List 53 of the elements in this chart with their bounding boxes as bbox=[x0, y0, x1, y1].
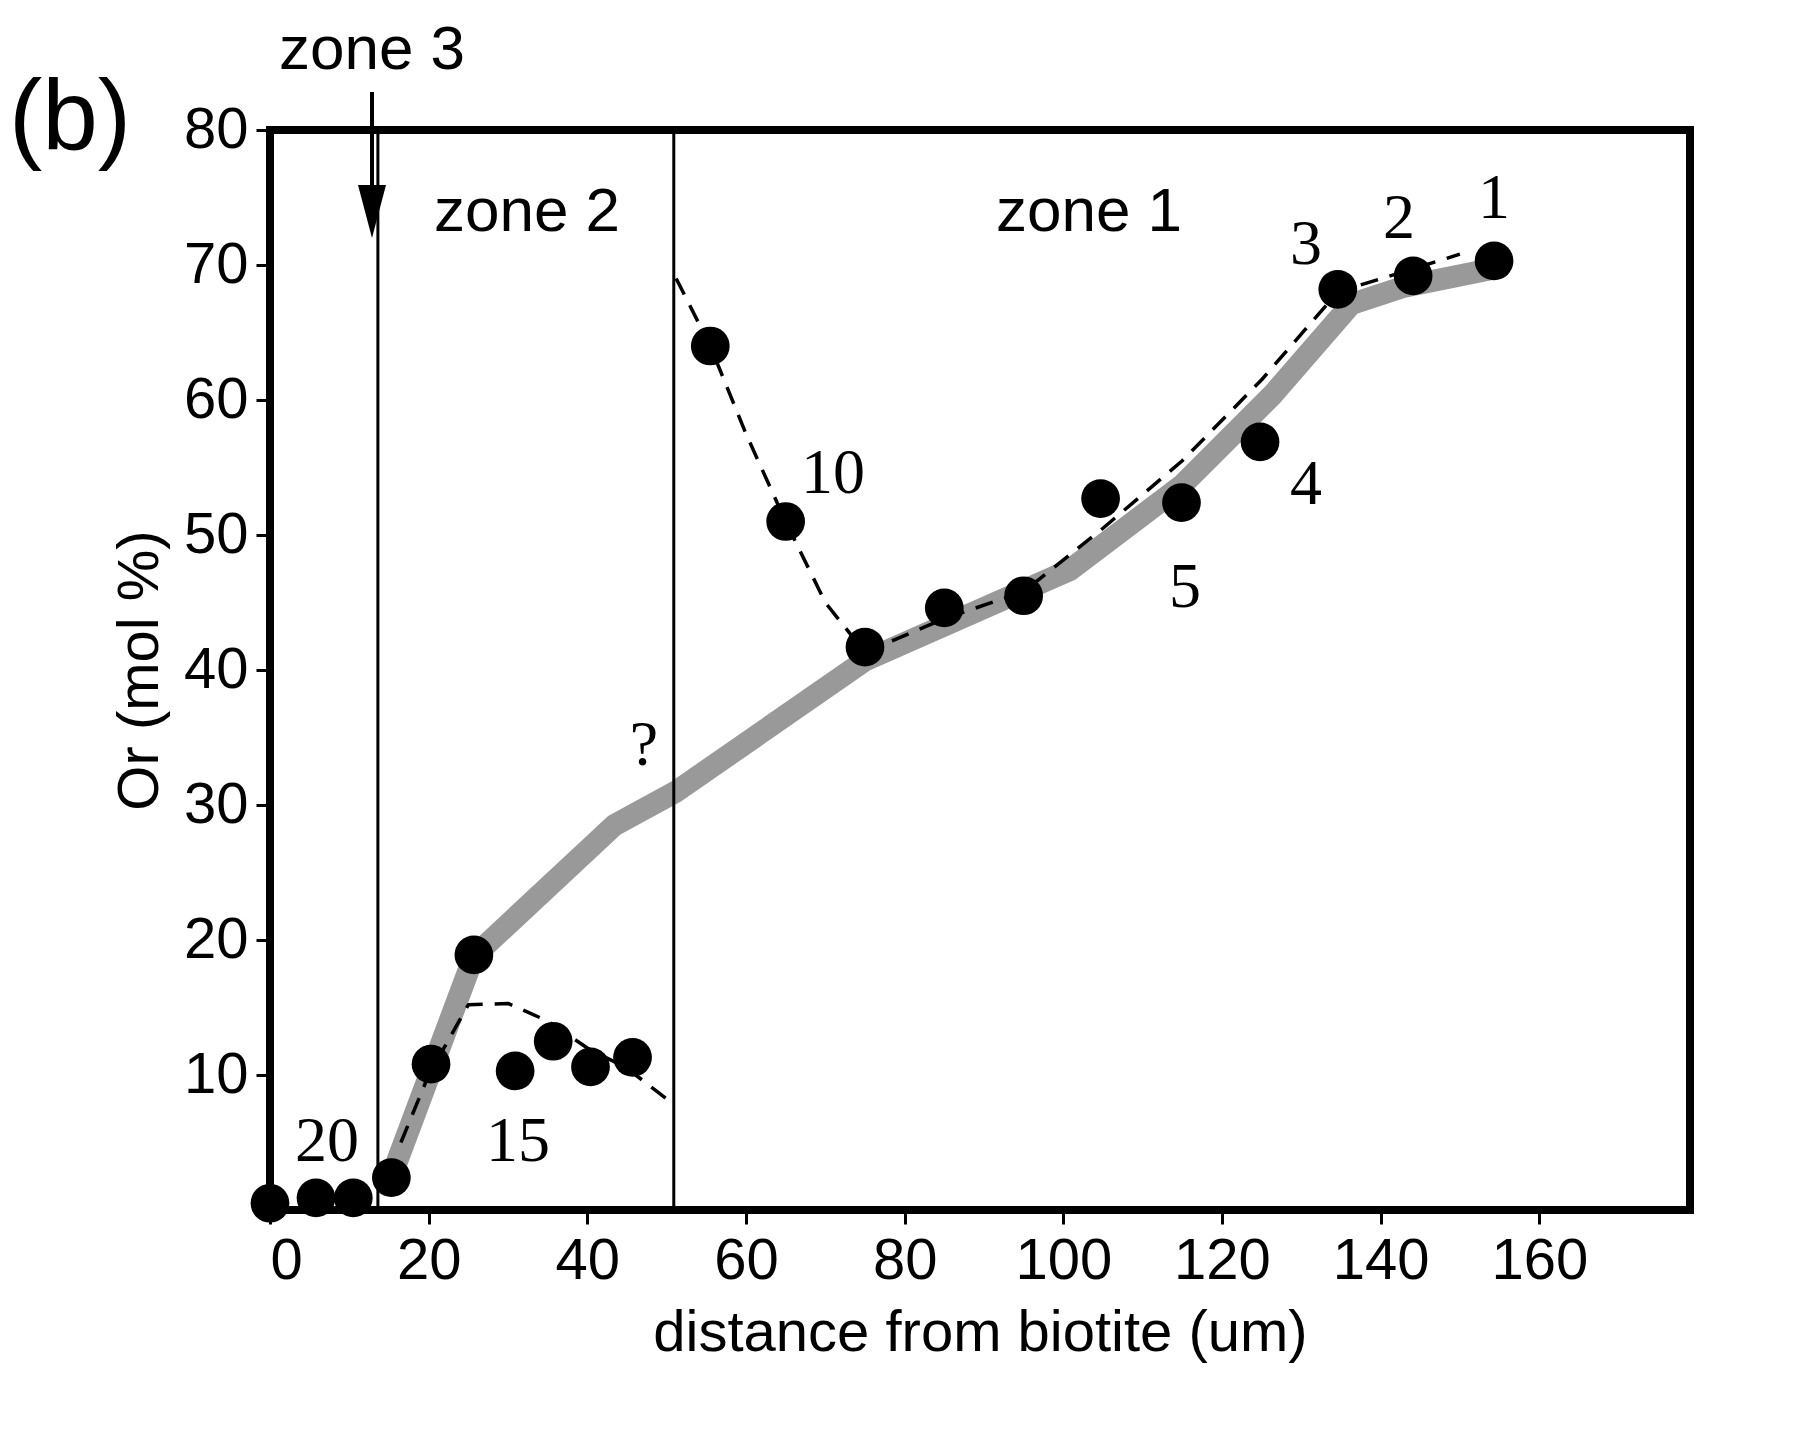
annotation: zone 1 bbox=[995, 175, 1183, 244]
point bbox=[1004, 576, 1043, 616]
point bbox=[690, 326, 730, 366]
point bbox=[613, 1038, 652, 1077]
x-tick-label: 160 bbox=[1491, 1225, 1589, 1291]
point bbox=[1162, 483, 1201, 522]
y-tick-label: 50 bbox=[183, 499, 249, 565]
point bbox=[1081, 479, 1120, 518]
point bbox=[1393, 256, 1433, 296]
annotation: 2 bbox=[1383, 181, 1415, 252]
y-tick-label: 60 bbox=[183, 364, 249, 430]
y-tick-label: 80 bbox=[183, 94, 249, 160]
point bbox=[845, 627, 885, 667]
annotation: 20 bbox=[295, 1104, 359, 1175]
annotation: 5 bbox=[1169, 550, 1201, 621]
annotation: ? bbox=[629, 708, 659, 779]
point bbox=[1474, 241, 1514, 281]
annotation: 15 bbox=[486, 1104, 550, 1175]
text: zone 3 bbox=[278, 13, 466, 82]
y-tick-label: 10 bbox=[183, 1039, 249, 1105]
y-tick-label: 70 bbox=[183, 229, 249, 295]
x-tick-label: 60 bbox=[714, 1225, 779, 1291]
point bbox=[533, 1021, 573, 1061]
point bbox=[296, 1178, 336, 1218]
annotation: 10 bbox=[801, 436, 865, 507]
point bbox=[411, 1044, 451, 1084]
x-tick-label: 20 bbox=[396, 1225, 462, 1291]
point bbox=[333, 1178, 373, 1218]
point bbox=[250, 1183, 290, 1223]
point bbox=[571, 1047, 610, 1087]
y-tick-label: 40 bbox=[183, 634, 249, 700]
point bbox=[495, 1051, 535, 1091]
point bbox=[372, 1158, 411, 1197]
point bbox=[454, 935, 494, 975]
x-tick-label: 0 bbox=[270, 1225, 303, 1291]
x-tick-label: 140 bbox=[1332, 1225, 1430, 1291]
point bbox=[1318, 269, 1358, 309]
y-tick-label: 20 bbox=[183, 904, 249, 970]
annotation: zone 2 bbox=[433, 175, 621, 244]
y-tick-label: 30 bbox=[183, 769, 249, 835]
text: (b) bbox=[8, 59, 132, 171]
x-tick-label: 100 bbox=[1015, 1225, 1113, 1291]
annotation: 1 bbox=[1478, 161, 1510, 232]
x-tick-label: 80 bbox=[872, 1225, 938, 1291]
annotation: 4 bbox=[1290, 447, 1322, 518]
point bbox=[766, 502, 806, 541]
point bbox=[1240, 422, 1280, 462]
x-axis-title: distance from biotite (um) bbox=[653, 1297, 1308, 1363]
x-tick-label: 40 bbox=[555, 1225, 621, 1291]
x-tick-label: 120 bbox=[1174, 1225, 1271, 1291]
annotation: 3 bbox=[1290, 207, 1322, 278]
y-axis-title: Or (mol %) bbox=[104, 530, 170, 811]
point bbox=[924, 588, 964, 628]
